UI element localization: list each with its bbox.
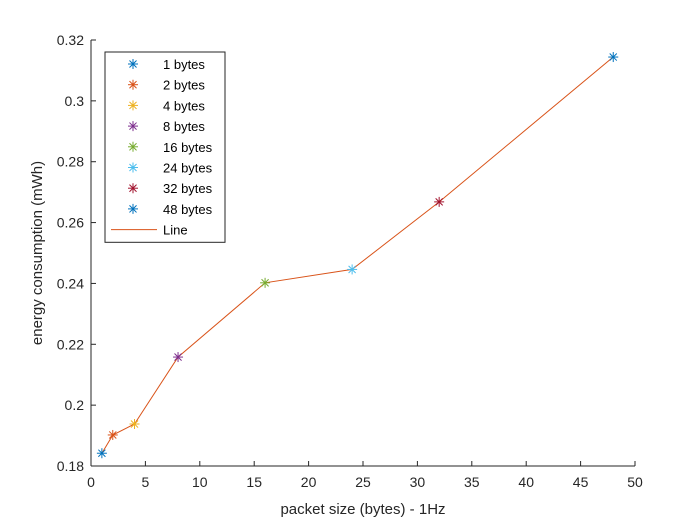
legend: 1 bytes 2 bytes 4 bytes 8 bytes 16 bytes 24 b… [104, 51, 226, 243]
data-point [260, 277, 271, 288]
data-point [608, 52, 619, 63]
y-tick-label: 0.2 [65, 397, 85, 413]
legend-marker [128, 141, 138, 152]
x-tick-label: 40 [518, 474, 534, 490]
x-tick-label: 30 [410, 474, 426, 490]
data-point [129, 419, 140, 430]
legend-box [104, 51, 226, 243]
legend-label: 2 bytes [163, 78, 205, 93]
legend-label: 16 bytes [163, 140, 213, 155]
x-tick-label: 45 [573, 474, 589, 490]
x-tick-label: 20 [301, 474, 317, 490]
x-tick-label: 5 [142, 474, 150, 490]
legend-label: 8 bytes [163, 119, 205, 134]
y-tick-label: 0.18 [57, 458, 84, 474]
legend-label: 4 bytes [163, 98, 205, 113]
x-tick-label: 15 [246, 474, 262, 490]
y-tick-label: 0.24 [57, 275, 84, 291]
legend-label: 32 bytes [163, 181, 213, 196]
series-line [101, 56, 614, 454]
y-tick-label: 0.28 [57, 154, 84, 170]
x-axis-label: packet size (bytes) - 1Hz [280, 501, 445, 518]
legend-label: 1 bytes [163, 57, 205, 72]
data-point [96, 448, 107, 459]
x-tick-label: 10 [192, 474, 208, 490]
legend-marker [128, 121, 138, 132]
legend-marker [128, 79, 138, 90]
data-point [434, 196, 445, 207]
x-tick-label: 50 [627, 474, 643, 490]
x-tick-label: 0 [87, 474, 95, 490]
data-point [107, 429, 118, 440]
marker-layer [96, 52, 619, 459]
line-layer [101, 56, 614, 454]
x-tick-label: 35 [464, 474, 480, 490]
legend-marker [128, 100, 138, 111]
y-tick-label: 0.32 [57, 32, 84, 48]
legend-label: 24 bytes [163, 161, 213, 176]
x-tick-label: 25 [355, 474, 371, 490]
legend-marker [128, 162, 138, 173]
y-tick-label: 0.22 [57, 336, 84, 352]
y-axis-label: energy consumption (mWh) [29, 161, 46, 345]
legend-marker [128, 183, 138, 194]
legend-marker [128, 59, 138, 69]
ticks-layer: 0 5 10 15 20 25 30 35 40 45 50 0.18 0.2 0.22 0.24 0.26 0… [57, 32, 643, 490]
y-tick-label: 0.3 [65, 93, 85, 109]
data-point [347, 264, 358, 275]
y-tick-label: 0.26 [57, 215, 84, 231]
legend-label: Line [163, 223, 188, 238]
data-point [173, 352, 184, 363]
legend-marker [128, 203, 138, 214]
legend-label: 48 bytes [163, 202, 213, 217]
